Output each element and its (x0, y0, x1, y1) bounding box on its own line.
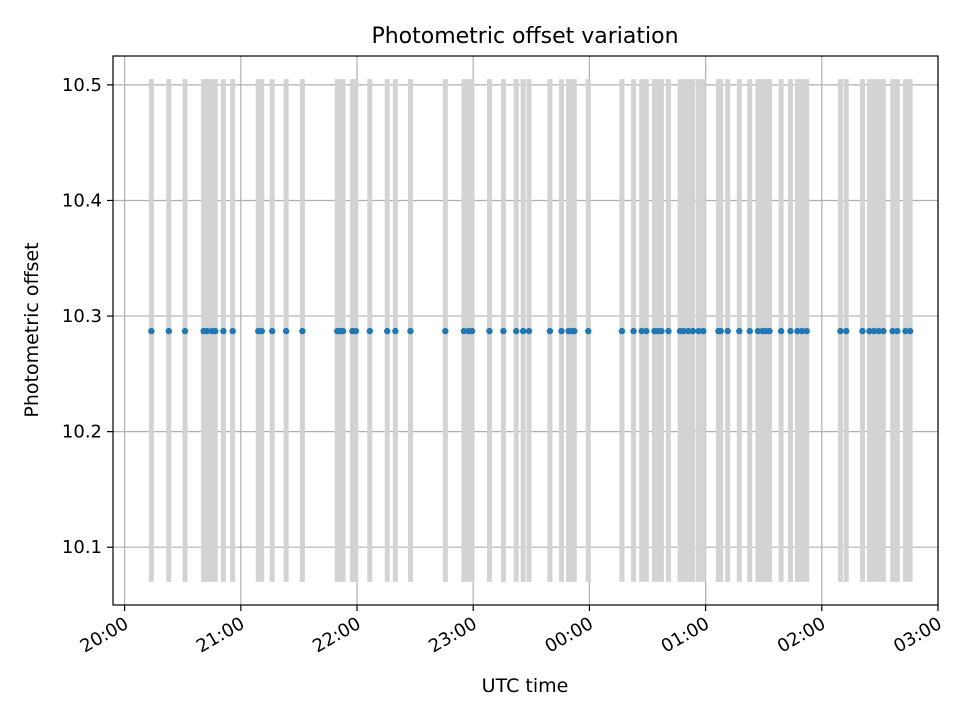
data-point (500, 327, 507, 335)
data-point (299, 327, 306, 335)
data-point (258, 327, 265, 335)
data-point (875, 327, 882, 335)
data-point (843, 327, 850, 335)
y-tick-label: 10.3 (62, 306, 102, 327)
x-axis-label: UTC time (482, 675, 569, 697)
data-point (724, 327, 731, 335)
data-point (366, 327, 373, 335)
data-point (777, 327, 785, 335)
data-point (468, 327, 476, 335)
data-point (746, 327, 753, 335)
data-point (794, 327, 801, 335)
data-point (513, 327, 520, 335)
data-point (148, 327, 155, 335)
y-axis-ticks: 10.1 10.2 10.3 10.4 10.5 (62, 75, 113, 558)
data-point (352, 327, 360, 335)
data-point (384, 327, 391, 335)
plot-frame (112, 55, 939, 606)
data-point (571, 327, 578, 335)
data-point (902, 327, 909, 335)
data-point (906, 327, 914, 335)
data-point (220, 327, 227, 335)
data-point (803, 327, 810, 335)
data-point (181, 327, 189, 335)
data-point (618, 327, 626, 335)
data-point (837, 327, 844, 335)
data-point (880, 327, 887, 335)
data-points (148, 327, 914, 335)
data-point (684, 327, 692, 335)
data-point (638, 327, 645, 335)
data-point (558, 327, 565, 335)
data-point (889, 327, 896, 335)
data-point (486, 327, 493, 335)
y-tick-label: 10.2 (62, 422, 102, 443)
data-point (766, 327, 773, 335)
data-point (665, 327, 672, 335)
data-point (859, 327, 866, 335)
data-point (643, 327, 650, 335)
data-point (736, 327, 743, 335)
data-point (339, 327, 347, 335)
data-point (695, 327, 702, 335)
data-point (870, 327, 878, 335)
data-point (268, 327, 276, 335)
data-point (630, 327, 637, 335)
data-point (754, 327, 762, 335)
data-point (407, 327, 414, 335)
data-point (442, 327, 449, 335)
data-point (282, 327, 290, 335)
data-point (212, 327, 219, 335)
y-tick-label: 10.5 (62, 75, 102, 96)
chart-title: Photometric offset variation (371, 24, 678, 49)
y-tick-label: 10.4 (62, 190, 102, 211)
data-point (658, 327, 665, 335)
data-point (680, 327, 687, 335)
data-point (689, 327, 697, 335)
y-axis-label: Photometric offset (21, 242, 43, 417)
data-point (866, 327, 873, 335)
y-tick-label: 10.1 (62, 537, 102, 558)
data-point (787, 327, 794, 335)
data-point (717, 327, 724, 335)
data-point (894, 327, 901, 335)
data-point (700, 327, 707, 335)
data-point (546, 327, 554, 335)
data-point (525, 327, 533, 335)
data-point (519, 327, 527, 335)
data-point (229, 327, 236, 335)
data-point (460, 327, 468, 335)
data-point (798, 327, 806, 335)
data-point (392, 327, 399, 335)
data-point (165, 327, 172, 335)
data-point (203, 327, 211, 335)
data-point (585, 327, 592, 335)
